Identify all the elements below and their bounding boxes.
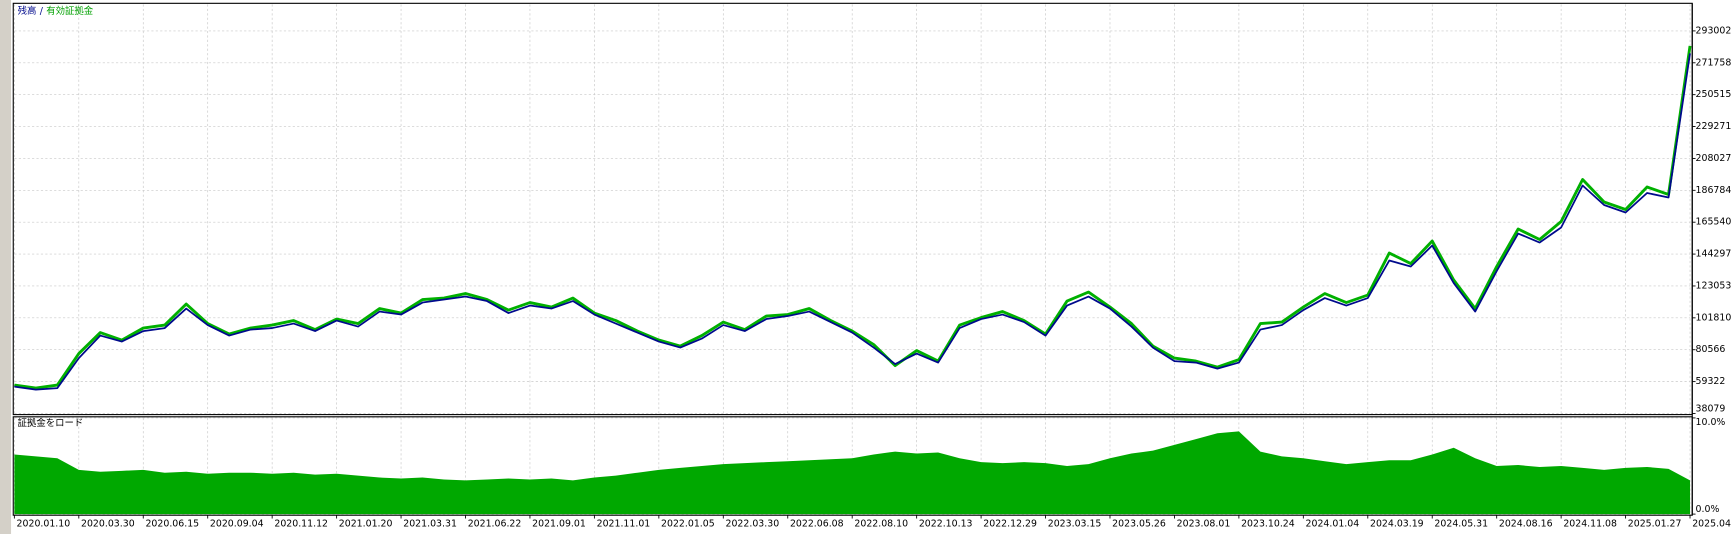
legend: 残高 / 有効証拠金 [18,5,94,17]
series-line [14,45,1692,390]
x-tick-label: 2025.01.27 [1628,519,1682,530]
x-tick-label: 2022.03.30 [726,519,780,530]
y-tick-label: 144297 [1696,249,1732,260]
x-tick-label: 2020.06.15 [145,519,199,530]
x-tick-label: 2024.11.08 [1563,519,1617,530]
x-tick-label: 2025.04.30 [1692,519,1732,530]
x-tick-label: 2020.03.30 [81,519,135,530]
x-tick-label: 2023.03.15 [1048,519,1102,530]
x-tick-label: 2023.05.26 [1112,519,1166,530]
y-tick-label: 123053 [1696,280,1732,291]
x-tick-label: 2021.06.22 [468,519,522,530]
load-area [14,431,1691,515]
y-tick-label: 271758 [1696,57,1732,68]
x-tick-label: 2021.09.01 [532,519,586,530]
y-tick-label: 186784 [1696,185,1732,196]
y-tick-label: 0.0% [1696,504,1720,515]
x-tick-label: 2022.12.29 [983,519,1037,530]
x-tick-label: 2024.08.16 [1499,519,1553,530]
y-tick-label: 250515 [1696,89,1732,100]
y-tick-label: 59322 [1696,376,1726,387]
x-tick-label: 2023.10.24 [1241,519,1295,530]
side-strip [0,0,12,534]
x-tick-label: 2022.06.08 [790,519,844,530]
y-tick-label: 229271 [1696,121,1732,132]
y-tick-label: 165540 [1696,217,1732,228]
legend-separator: / [40,6,44,17]
x-tick-label: 2021.01.20 [339,519,393,530]
y-tick-label: 80566 [1696,344,1726,355]
x-tick-label: 2020.09.04 [210,519,264,530]
y-tick-label: 208027 [1696,153,1732,164]
panel-title: 証拠金をロード [18,417,84,429]
x-tick-label: 2022.10.13 [919,519,973,530]
y-tick-label: 38079 [1696,404,1726,415]
series-line [14,53,1691,391]
x-tick-label: 2022.08.10 [854,519,908,530]
x-tick-label: 2021.11.01 [597,519,651,530]
y-tick-label: 101810 [1696,312,1732,323]
legend-entry: 有効証拠金 [46,5,93,17]
x-tick-label: 2023.08.01 [1177,519,1231,530]
x-tick-label: 2021.03.31 [403,519,457,530]
x-tick-label: 2024.05.31 [1434,519,1488,530]
x-tick-label: 2022.01.05 [661,519,715,530]
x-tick-label: 2024.01.04 [1306,519,1360,530]
x-tick-label: 2020.11.12 [274,519,328,530]
x-tick-label: 2024.03.19 [1370,519,1424,530]
y-tick-label: 293002 [1696,25,1732,36]
legend-entry: 残高 [18,5,37,17]
x-tick-label: 2020.01.10 [17,519,71,530]
main-panel-frame [12,2,1693,416]
y-tick-label: 10.0% [1696,417,1726,428]
